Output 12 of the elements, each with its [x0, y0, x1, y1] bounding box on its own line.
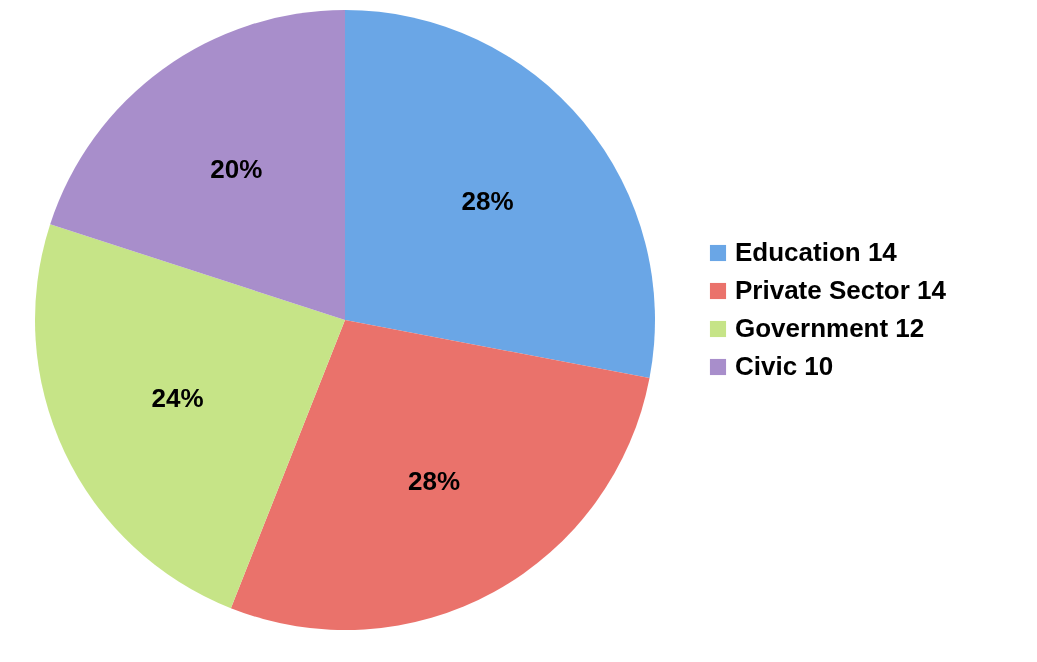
legend-label: Civic 10 — [735, 351, 834, 381]
data-label: 28% — [408, 466, 461, 497]
pie-slice — [50, 10, 345, 320]
pie-slice — [230, 320, 650, 630]
pie-slice — [35, 224, 345, 609]
pie-slice — [345, 10, 655, 379]
legend-label: Private Sector 14 — [735, 275, 947, 305]
data-label: 20% — [210, 154, 263, 185]
data-label: 24% — [151, 382, 204, 413]
data-label: 28% — [461, 186, 514, 217]
legend-label: Education 14 — [735, 237, 898, 267]
legend-label: Government 12 — [735, 313, 925, 343]
